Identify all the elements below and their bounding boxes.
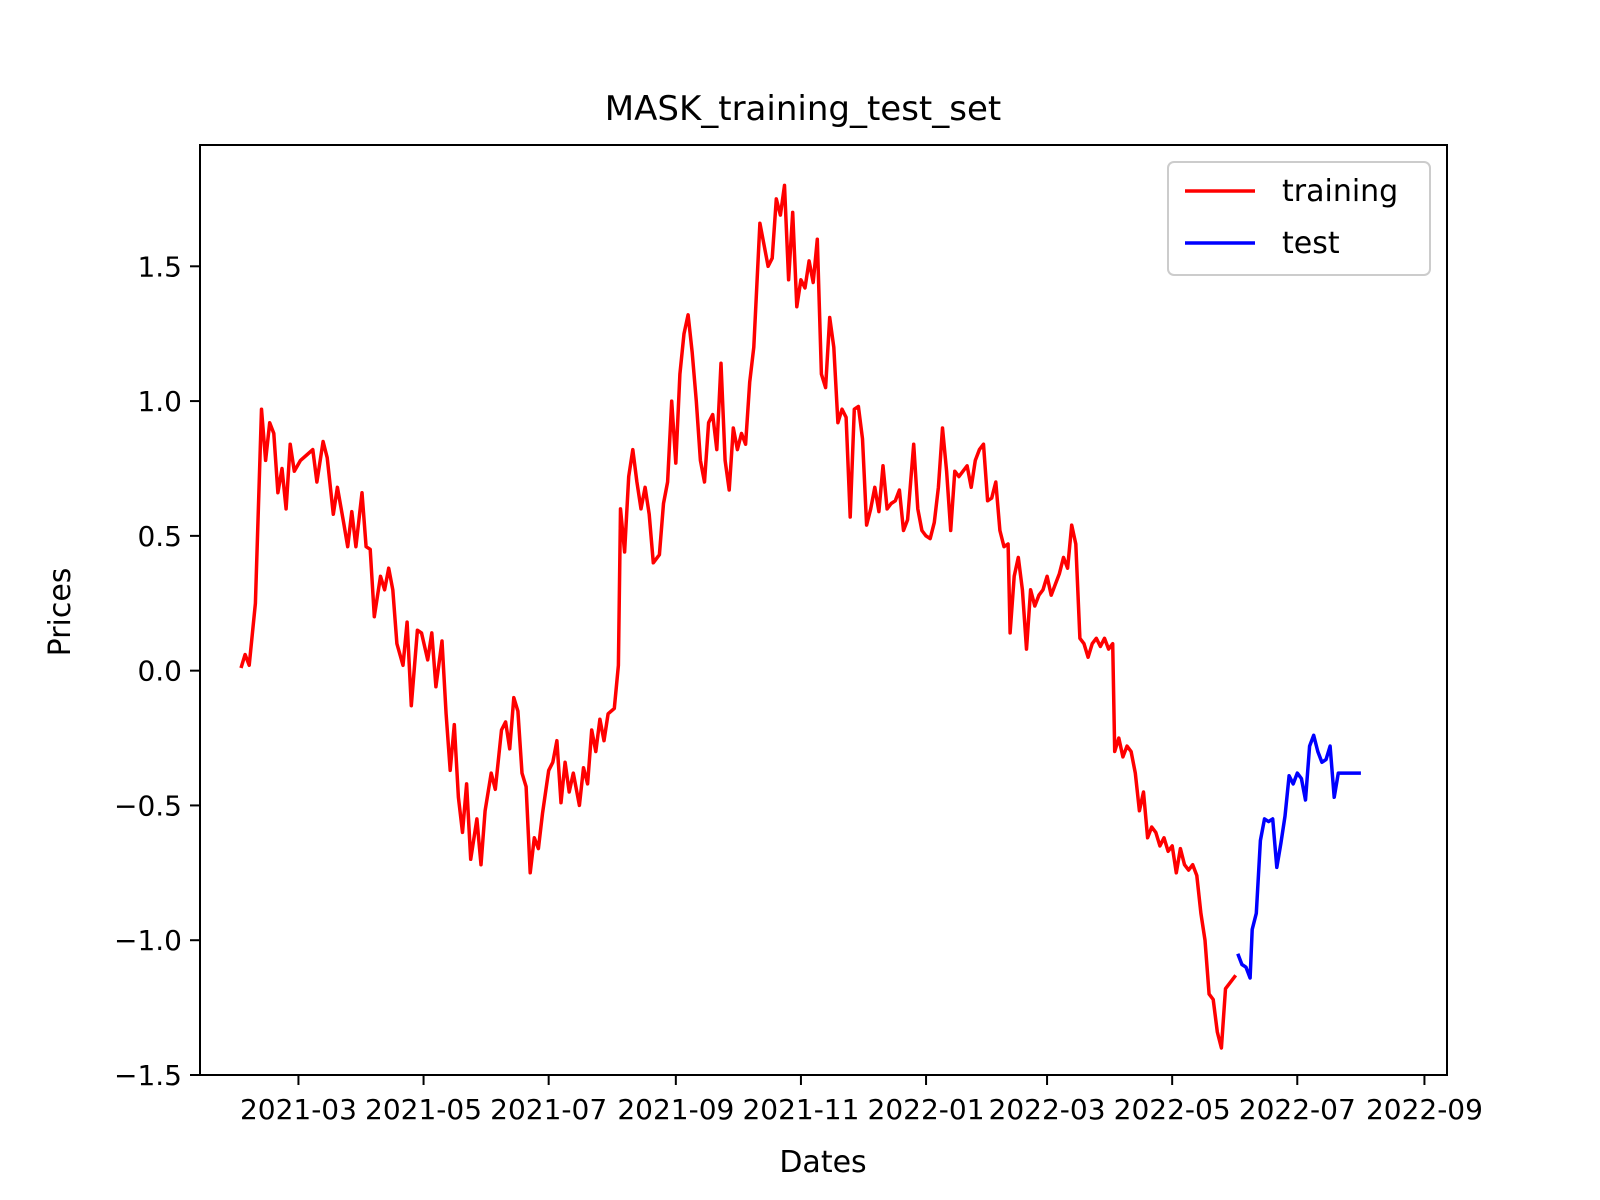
legend-label-test: test [1282,226,1340,261]
x-tick-label: 2021-05 [365,1093,482,1126]
x-tick-label: 2022-05 [1114,1093,1231,1126]
series-line-training [239,183,1238,1050]
y-axis: 1.5 1.0 0.5 0.0 −0.5 −1.0 −1.5 [114,250,200,1092]
x-tick-label: 2022-03 [989,1093,1106,1126]
x-tick-label: 2021-07 [490,1093,607,1126]
y-tick-label: −1.5 [114,1059,182,1092]
y-tick-label: 0.5 [137,520,182,553]
x-tick-label: 2022-09 [1366,1093,1483,1126]
legend-label-training: training [1282,174,1398,209]
y-axis-label: Prices [43,568,78,657]
series-line-test [1236,733,1361,980]
x-axis: 2021-03 2021-05 2021-07 2021-09 2021-11 2022-… [240,1075,1483,1126]
x-tick-label: 2022-07 [1239,1093,1356,1126]
y-tick-label: −1.0 [114,924,182,957]
y-tick-label: −0.5 [114,789,182,822]
x-axis-label: Dates [779,1145,866,1180]
y-tick-label: 1.0 [137,385,182,418]
chart-title: MASK_training_test_set [605,89,1001,129]
plot-frame [199,144,1448,1076]
plot-area [239,183,1361,1050]
x-tick-label: 2022-01 [868,1093,985,1126]
y-tick-label: 1.5 [137,250,182,283]
x-tick-label: 2021-11 [742,1093,859,1126]
x-tick-label: 2021-03 [240,1093,357,1126]
y-tick-label: 0.0 [137,655,182,688]
x-tick-label: 2021-09 [617,1093,734,1126]
legend: training test [1167,161,1431,276]
